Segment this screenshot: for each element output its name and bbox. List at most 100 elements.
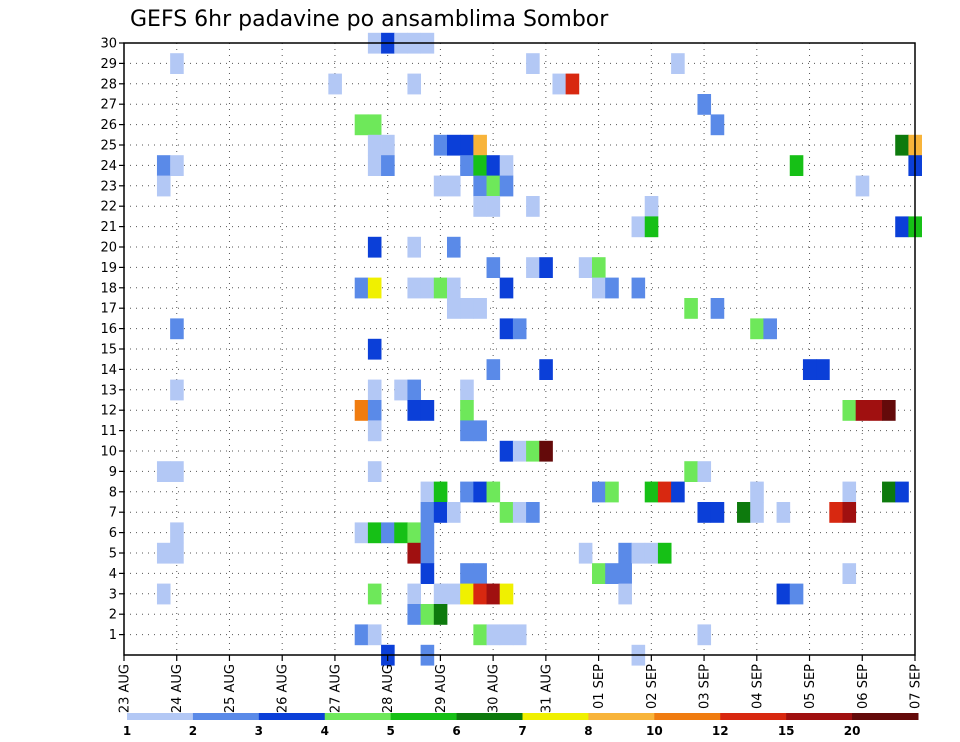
heatmap-cell — [776, 583, 791, 605]
heatmap-cell — [486, 583, 501, 605]
heatmap-cell — [842, 563, 857, 584]
y-tick-label: 26 — [100, 118, 117, 133]
heatmap-cell — [895, 481, 909, 503]
heatmap-cell — [512, 502, 527, 523]
y-tick-label: 29 — [100, 57, 117, 72]
colorbar-swatch — [720, 713, 787, 720]
heatmap-cell — [644, 196, 659, 217]
heatmap-cell — [499, 155, 514, 176]
heatmap-cell — [367, 338, 382, 360]
heatmap-cell — [394, 379, 408, 401]
heatmap-cell — [552, 73, 567, 95]
heatmap-cell — [170, 461, 184, 482]
y-tick-label: 2 — [109, 608, 117, 623]
heatmap-cell — [367, 134, 382, 156]
heatmap-cell — [473, 196, 487, 217]
heatmap-cell — [842, 400, 857, 421]
heatmap-cell — [354, 277, 369, 299]
heatmap-cell — [420, 400, 435, 421]
heatmap-cell — [367, 461, 382, 482]
heatmap-cell — [473, 155, 487, 176]
heatmap-cell — [420, 604, 435, 625]
heatmap-cell — [526, 502, 540, 523]
heatmap-cell — [697, 94, 712, 115]
y-tick-label: 24 — [100, 159, 117, 174]
heatmap-cell — [512, 440, 527, 462]
x-axis-ticks: 23 AUG 24 AUG 25 AUG 26 AUG 27 AUG 28 AUG 29 A… — [118, 655, 924, 713]
heatmap-cell — [710, 502, 725, 523]
y-tick-label: 6 — [109, 526, 117, 541]
x-tick-label: 27 AUG — [328, 664, 343, 713]
colorbar-label: 8 — [584, 724, 592, 738]
heatmap-cell — [407, 277, 422, 299]
x-tick-label: 01 SEP — [592, 664, 607, 709]
heatmap-cell — [367, 114, 382, 136]
heatmap-cell — [618, 563, 632, 584]
heatmap-cell — [170, 522, 184, 544]
x-tick-label: 03 SEP — [698, 664, 713, 709]
heatmap-cell — [156, 461, 171, 482]
heatmap-cell — [407, 379, 422, 401]
heatmap-cell — [354, 400, 369, 421]
heatmap-cell — [433, 175, 448, 197]
heatmap-cell — [420, 277, 435, 299]
heatmap-cell — [354, 522, 369, 544]
heatmap-cell — [592, 481, 606, 503]
heatmap-cell — [367, 379, 382, 401]
heatmap-cell — [618, 542, 632, 564]
heatmap-cell — [446, 175, 461, 197]
heatmap-cell — [473, 563, 487, 584]
heatmap-cell — [407, 522, 422, 544]
y-tick-label: 30 — [100, 37, 117, 52]
heatmap-cell — [512, 624, 527, 646]
heatmap-cell — [526, 53, 540, 74]
heatmap-cell — [657, 542, 672, 564]
heatmap-cell — [526, 440, 540, 462]
colorbar-swatch — [456, 713, 523, 720]
heatmap-cell — [156, 542, 171, 564]
x-tick-label: 05 SEP — [803, 664, 818, 709]
heatmap-cell — [407, 604, 422, 625]
y-tick-label: 10 — [100, 445, 117, 460]
heatmap-cell — [592, 257, 606, 278]
heatmap-cell — [789, 155, 804, 176]
y-tick-label: 28 — [100, 77, 117, 92]
heatmap-cell — [855, 400, 870, 421]
heatmap-cell — [433, 134, 448, 156]
heatmap-cell — [776, 502, 791, 523]
colorbar-label: 10 — [646, 724, 663, 738]
heatmap-cell — [420, 563, 435, 584]
heatmap-cell — [486, 155, 501, 176]
heatmap-cell — [420, 502, 435, 523]
heatmap-cell — [486, 359, 501, 380]
colorbar-swatch — [390, 713, 458, 720]
x-tick-label: 04 SEP — [750, 664, 765, 709]
heatmap-cell — [367, 400, 382, 421]
heatmap-cell — [631, 277, 646, 299]
heatmap-cell — [750, 502, 764, 523]
x-tick-label: 29 AUG — [434, 664, 449, 713]
heatmap-cell — [446, 583, 461, 605]
heatmap-cell — [170, 53, 184, 74]
chart-title: GEFS 6hr padavine po ansamblima Sombor — [130, 7, 609, 32]
heatmap-cell — [473, 175, 487, 197]
heatmap-cell — [539, 257, 553, 278]
heatmap-cell — [473, 420, 487, 442]
x-tick-label: 25 AUG — [223, 664, 238, 713]
colorbar-swatch — [654, 713, 721, 720]
heatmap-cell — [486, 624, 501, 646]
x-tick-label: 26 AUG — [276, 664, 291, 713]
heatmap-cell — [446, 236, 461, 258]
x-tick-label: 31 AUG — [539, 664, 554, 713]
heatmap-cell — [499, 318, 514, 340]
heatmap-cell — [605, 563, 619, 584]
heatmap-cell — [460, 155, 474, 176]
heatmap-cell — [895, 216, 909, 238]
heatmap-cell — [763, 318, 777, 340]
heatmap-cell — [433, 583, 448, 605]
y-tick-label: 14 — [100, 363, 117, 378]
heatmap-cell — [460, 400, 474, 421]
colorbar-swatch — [522, 713, 589, 720]
heatmap-cell — [499, 624, 514, 646]
